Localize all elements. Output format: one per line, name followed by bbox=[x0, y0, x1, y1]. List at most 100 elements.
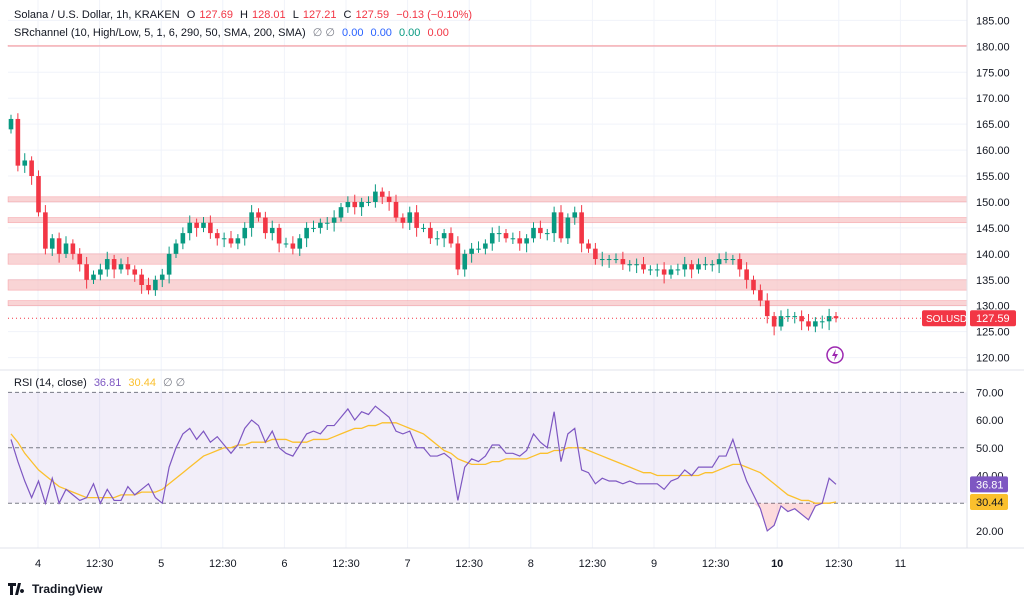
candle-body bbox=[764, 300, 770, 317]
rsi-tick-label: 70.00 bbox=[976, 387, 1004, 399]
candle-body bbox=[696, 264, 701, 270]
price-tick-label: 125.00 bbox=[976, 327, 1010, 339]
rsi-tick-label: 60.00 bbox=[976, 415, 1004, 427]
candle-body bbox=[813, 321, 818, 327]
candle-body bbox=[290, 243, 296, 249]
candle-body bbox=[723, 259, 729, 261]
indicator-flags: ∅ ∅ bbox=[312, 27, 335, 39]
candle-body bbox=[648, 269, 653, 271]
candle-body bbox=[668, 269, 674, 275]
indicator-value: 0.00 bbox=[427, 27, 449, 39]
time-tick-label: 12:30 bbox=[825, 558, 853, 570]
candle-body bbox=[111, 259, 117, 270]
candle-body bbox=[63, 243, 69, 254]
candle-body bbox=[263, 217, 268, 234]
candle-body bbox=[345, 201, 351, 208]
time-tick-label: 5 bbox=[158, 558, 164, 570]
candle-body bbox=[565, 217, 571, 239]
change-value: −0.13 (−0.10%) bbox=[396, 9, 473, 21]
candle-body bbox=[386, 196, 392, 202]
price-tick-label: 170.00 bbox=[976, 93, 1010, 105]
candle-body bbox=[15, 118, 21, 166]
candle-body bbox=[641, 264, 646, 270]
candle-body bbox=[132, 269, 138, 275]
rsi-tick-label: 50.00 bbox=[976, 443, 1004, 455]
candle-body bbox=[489, 233, 495, 244]
tradingview-logo[interactable]: TradingView bbox=[8, 582, 102, 596]
candle-body bbox=[634, 264, 639, 266]
rsi-oversold-fill bbox=[11, 503, 836, 531]
candle-body bbox=[709, 264, 715, 266]
candle-body bbox=[228, 238, 234, 244]
candle-body bbox=[503, 233, 509, 239]
candle-body bbox=[716, 259, 722, 265]
candle-body bbox=[421, 227, 426, 229]
candle-body bbox=[744, 269, 749, 280]
price-legend: Solana / U.S. Dollar, 1h, KRAKEN O 127.69… bbox=[14, 9, 476, 21]
candle-body bbox=[359, 201, 364, 208]
candle-body bbox=[737, 259, 743, 270]
candle-body bbox=[428, 227, 433, 239]
sr-zone bbox=[7, 217, 968, 224]
candle-body bbox=[8, 118, 14, 130]
candle-body bbox=[98, 269, 103, 275]
indicator-value: 0.00 bbox=[370, 27, 392, 39]
indicator-value: 0.00 bbox=[342, 27, 364, 39]
candle-body bbox=[311, 227, 316, 229]
candle-body bbox=[77, 253, 83, 265]
symbol-badge bbox=[922, 310, 966, 327]
rsi-ma-badge-label: 30.44 bbox=[976, 497, 1004, 509]
time-tick-label: 7 bbox=[405, 558, 411, 570]
candle-body bbox=[43, 212, 48, 249]
candle-body bbox=[414, 212, 419, 228]
rsi-value-badge bbox=[970, 476, 1008, 493]
candle-body bbox=[462, 253, 468, 270]
candle-body bbox=[125, 264, 131, 270]
candle-body bbox=[84, 264, 89, 280]
rsi-ma-value: 30.44 bbox=[128, 377, 156, 389]
candle-body bbox=[118, 264, 124, 270]
rsi-ma-line bbox=[10, 422, 837, 504]
candle-body bbox=[249, 212, 254, 228]
candle-body bbox=[778, 316, 784, 327]
candle-body bbox=[318, 222, 323, 228]
sr-zone bbox=[7, 253, 968, 265]
candle-body bbox=[627, 264, 633, 266]
close-value: 127.59 bbox=[355, 9, 390, 21]
candle-body bbox=[159, 274, 165, 280]
close-label: C bbox=[343, 9, 352, 21]
price-tick-label: 185.00 bbox=[976, 15, 1010, 27]
indicator-legend[interactable]: SRchannel (10, High/Low, 5, 1, 6, 290, 5… bbox=[14, 26, 453, 39]
rsi-flags: ∅ ∅ bbox=[163, 377, 186, 389]
rsi-legend[interactable]: RSI (14, close) 36.81 30.44 ∅ ∅ bbox=[14, 376, 189, 389]
candle-body bbox=[434, 238, 440, 240]
candle-body bbox=[166, 253, 172, 275]
candle-body bbox=[483, 243, 488, 249]
candle-body bbox=[586, 243, 591, 249]
candle-body bbox=[510, 238, 516, 240]
indicator-value: 0.00 bbox=[399, 27, 421, 39]
sr-zone bbox=[7, 196, 968, 203]
candle-body bbox=[379, 191, 385, 197]
candle-body bbox=[283, 243, 289, 245]
candle-body bbox=[36, 176, 41, 213]
candle-body bbox=[208, 222, 213, 234]
candle-body bbox=[221, 238, 227, 240]
candle-body bbox=[304, 227, 309, 239]
time-tick-label: 6 bbox=[281, 558, 287, 570]
last-price-badge bbox=[970, 310, 1016, 327]
candle-body bbox=[338, 207, 344, 218]
rsi-title: RSI (14, close) bbox=[14, 377, 87, 389]
candle-body bbox=[524, 238, 529, 244]
candle-body bbox=[448, 233, 454, 244]
time-tick-label: 12:30 bbox=[579, 558, 607, 570]
price-tick-label: 140.00 bbox=[976, 249, 1010, 261]
candle-body bbox=[799, 316, 804, 322]
price-tick-label: 180.00 bbox=[976, 41, 1010, 53]
candle-body bbox=[256, 212, 261, 218]
high-label: H bbox=[240, 9, 248, 21]
candle-body bbox=[201, 222, 206, 228]
candle-body bbox=[214, 233, 220, 239]
candle-body bbox=[620, 259, 626, 265]
